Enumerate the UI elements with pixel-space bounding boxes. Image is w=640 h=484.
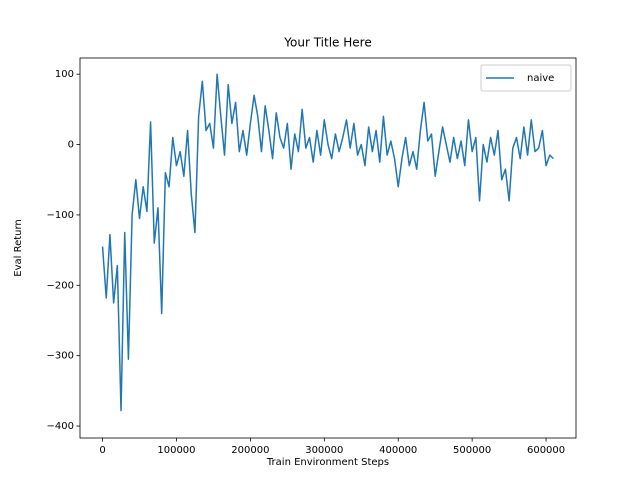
x-tick-label: 100000 bbox=[157, 445, 195, 456]
x-axis-label: Train Environment Steps bbox=[266, 457, 389, 468]
legend-label: naive bbox=[527, 73, 554, 84]
x-tick-label: 200000 bbox=[231, 445, 269, 456]
y-tick-label: 0 bbox=[68, 140, 74, 151]
y-tick-label: −300 bbox=[47, 351, 74, 362]
chart-title: Your Title Here bbox=[283, 36, 371, 50]
y-axis-label: Eval Return bbox=[13, 219, 24, 277]
axes-frame bbox=[79, 57, 577, 439]
y-tick-label: −400 bbox=[47, 421, 74, 432]
y-tick-label: −200 bbox=[47, 280, 74, 291]
x-tick-label: 500000 bbox=[453, 445, 491, 456]
x-tick-label: 0 bbox=[99, 445, 105, 456]
legend-box bbox=[480, 64, 572, 92]
x-tick-label: 300000 bbox=[305, 445, 343, 456]
data-line bbox=[101, 73, 554, 412]
x-tick-label: 400000 bbox=[379, 445, 417, 456]
y-tick-label: −100 bbox=[47, 210, 74, 221]
x-tick-label: 600000 bbox=[527, 445, 565, 456]
y-tick-label: 100 bbox=[55, 69, 74, 80]
